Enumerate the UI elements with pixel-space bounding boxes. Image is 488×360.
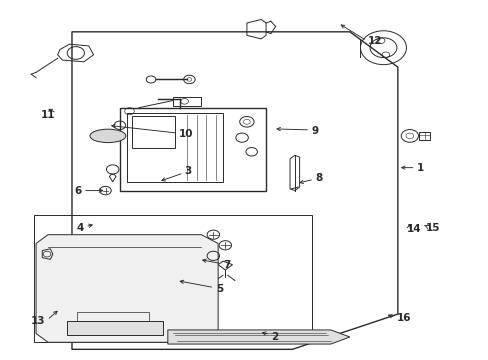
Text: 14: 14 — [406, 224, 420, 234]
Polygon shape — [167, 330, 349, 344]
Bar — [77, 312, 148, 321]
Text: 10: 10 — [179, 129, 193, 139]
Text: 13: 13 — [31, 316, 45, 326]
Text: 5: 5 — [215, 284, 223, 294]
Text: 3: 3 — [184, 166, 191, 176]
Bar — [67, 321, 163, 335]
Polygon shape — [36, 235, 218, 342]
Bar — [132, 117, 175, 148]
Text: 12: 12 — [367, 36, 382, 46]
Text: 1: 1 — [416, 163, 424, 173]
Text: 2: 2 — [271, 332, 278, 342]
Text: 9: 9 — [311, 126, 318, 136]
Text: 15: 15 — [425, 222, 439, 233]
Bar — [127, 113, 223, 182]
Text: 16: 16 — [396, 313, 410, 323]
Text: 4: 4 — [77, 222, 84, 233]
Text: 7: 7 — [223, 260, 230, 270]
Bar — [120, 108, 265, 190]
Ellipse shape — [90, 129, 125, 143]
Text: 8: 8 — [315, 173, 322, 183]
Bar — [34, 215, 311, 342]
Bar — [419, 132, 429, 140]
Text: 6: 6 — [74, 186, 81, 195]
Text: 11: 11 — [41, 110, 55, 120]
